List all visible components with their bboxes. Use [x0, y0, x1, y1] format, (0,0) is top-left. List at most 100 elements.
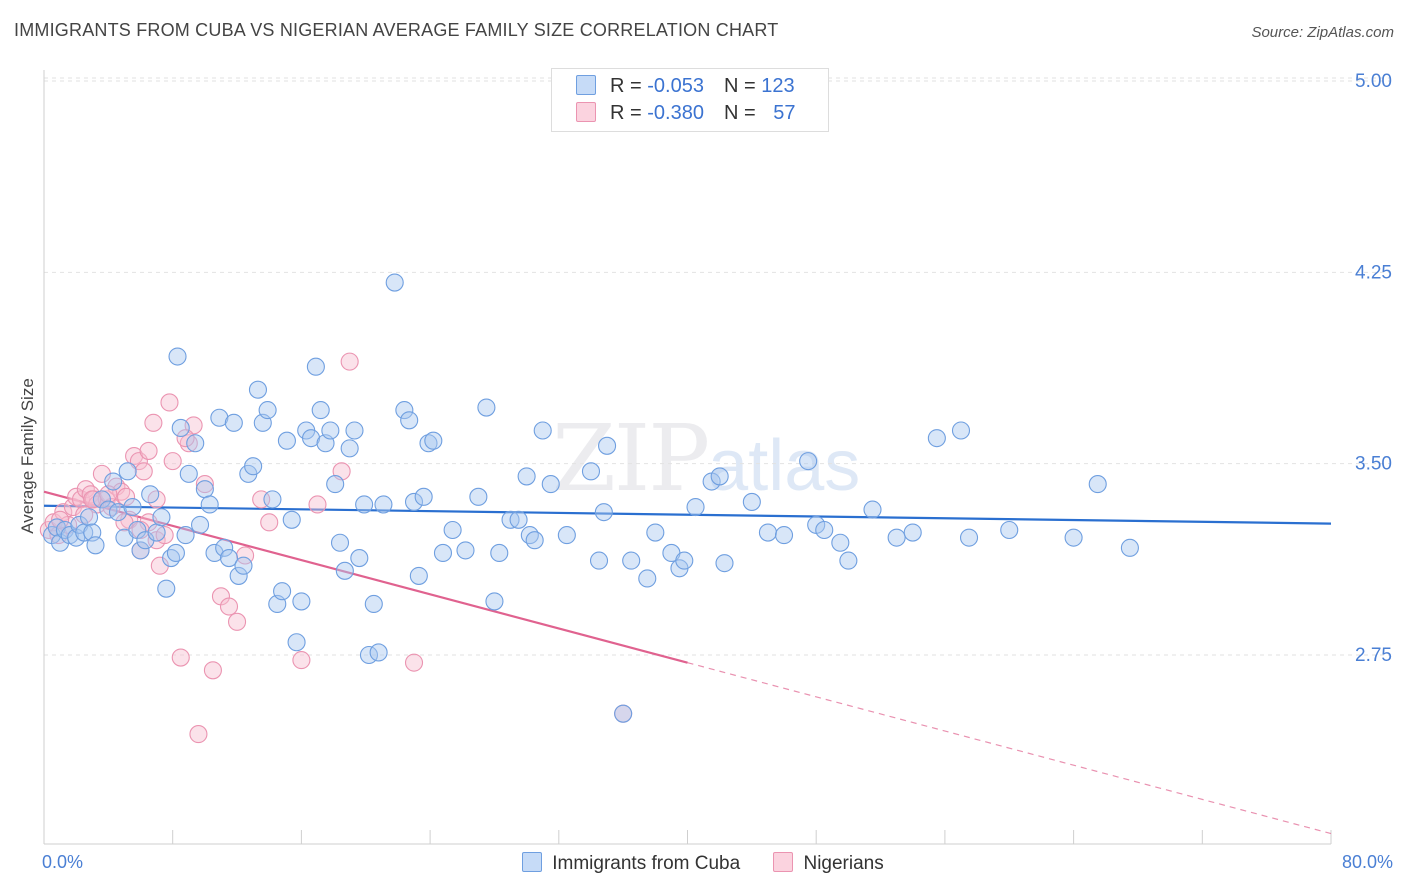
watermark-zip: ZIP: [552, 405, 710, 512]
cuba-point: [477, 398, 496, 417]
cuba-point: [433, 543, 453, 563]
cuba-point: [400, 411, 419, 430]
nigerians-trend-extension: [687, 662, 1332, 835]
cuba-point: [1120, 538, 1139, 557]
legend-label-nigerians: Nigerians: [803, 853, 884, 874]
stats-legend: R = -0.053 N = 123 R = -0.380 N = 57: [551, 68, 829, 132]
cuba-point: [1064, 528, 1083, 547]
cuba-point: [224, 413, 243, 432]
legend-item-nigerians[interactable]: Nigerians: [773, 852, 884, 875]
cuba-point: [258, 401, 277, 420]
cuba-point: [517, 467, 536, 486]
cuba-point: [200, 495, 219, 514]
cuba-point: [306, 357, 325, 376]
cuba-point: [205, 543, 224, 563]
cuba-point: [525, 531, 544, 550]
cuba-point: [395, 401, 414, 420]
legend-r-value: -0.380: [647, 102, 704, 124]
cuba-point: [903, 523, 922, 542]
legend-n-label: N =: [723, 102, 762, 124]
cuba-point: [614, 704, 633, 723]
cuba-point: [424, 431, 443, 450]
legend-item-cuba[interactable]: Immigrants from Cuba: [522, 852, 740, 875]
cuba-point: [263, 490, 282, 509]
cuba-point: [326, 475, 345, 494]
nigerians-point: [308, 495, 327, 514]
nigerians-point: [116, 487, 136, 506]
cuba-point: [594, 503, 613, 522]
nigerians-point: [139, 441, 158, 460]
cuba-point: [244, 457, 263, 476]
cuba-point: [638, 569, 657, 588]
cuba-point: [215, 538, 234, 557]
cuba-point: [157, 579, 176, 598]
nigerians-point: [219, 597, 239, 616]
nigerians-point: [134, 462, 153, 481]
nigerians-point: [404, 653, 424, 672]
cuba-point: [456, 541, 475, 560]
cuba-point: [533, 421, 552, 440]
cuba-point: [557, 526, 576, 545]
nigerians-point: [160, 393, 179, 412]
cuba-point: [414, 487, 433, 506]
cuba-point: [248, 380, 268, 399]
cuba-point: [374, 495, 393, 514]
cuba-point: [86, 536, 105, 555]
cuba-point: [839, 551, 858, 570]
nigerians-point: [75, 505, 94, 524]
cuba-point: [799, 452, 818, 471]
cuba-point: [364, 594, 383, 614]
cuba-point: [774, 526, 794, 545]
cuba-point: [219, 549, 239, 568]
nigerians-point: [83, 490, 102, 509]
cuba-point: [108, 503, 128, 522]
trend-lines: [43, 490, 1332, 835]
y-tick-labels: 2.75 3.50 4.25 5.00: [1355, 71, 1392, 666]
legend-swatch-cuba: [522, 852, 543, 872]
axes: [43, 70, 1332, 845]
cuba-point: [166, 543, 185, 563]
cuba-point: [330, 533, 350, 552]
legend-r-label: R =: [610, 75, 648, 97]
legend-label-cuba: Immigrants from Cuba: [552, 853, 741, 874]
legend-swatch-cuba: [576, 75, 596, 95]
cuba-point: [490, 543, 509, 563]
series-legend: Immigrants from Cuba Nigerians: [0, 852, 1406, 875]
cuba-point: [927, 429, 946, 448]
legend-swatch-nigerians: [773, 852, 794, 872]
cuba-point: [887, 528, 906, 547]
legend-swatch-nigerians: [576, 102, 596, 122]
cuba-point: [863, 500, 882, 519]
cuba-point: [162, 549, 181, 568]
cuba-point: [520, 526, 539, 545]
cuba-point: [190, 515, 210, 534]
legend-row-cuba: R = -0.053 N = 123: [576, 75, 795, 99]
cuba-point: [287, 633, 306, 652]
watermark: ZIPatlas: [552, 405, 860, 512]
cuba-point: [951, 421, 971, 440]
nigerians-point: [340, 352, 359, 371]
legend-r-label: R =: [610, 102, 648, 124]
cuba-point: [179, 464, 198, 483]
cuba-point: [234, 556, 253, 575]
cuba-point: [340, 439, 359, 458]
cuba-point: [321, 421, 340, 440]
cuba-point: [277, 431, 296, 450]
cuba-trend-line: [43, 504, 1332, 525]
y-tick-label: 4.25: [1355, 262, 1392, 283]
source-label: Source: ZipAtlas.com: [1251, 24, 1394, 41]
cuba-point: [622, 551, 641, 570]
cuba-point: [469, 487, 488, 506]
cuba-point: [186, 434, 205, 453]
cuba-point: [686, 497, 705, 517]
legend-n-label: N =: [723, 75, 762, 97]
cuba-point: [443, 520, 462, 540]
cuba-point: [385, 273, 404, 292]
cuba-point: [646, 523, 665, 542]
cuba-point: [168, 347, 187, 366]
cuba-point: [152, 508, 171, 527]
cuba-point: [350, 549, 369, 568]
cuba-point: [959, 528, 979, 547]
cuba-point: [292, 592, 311, 611]
